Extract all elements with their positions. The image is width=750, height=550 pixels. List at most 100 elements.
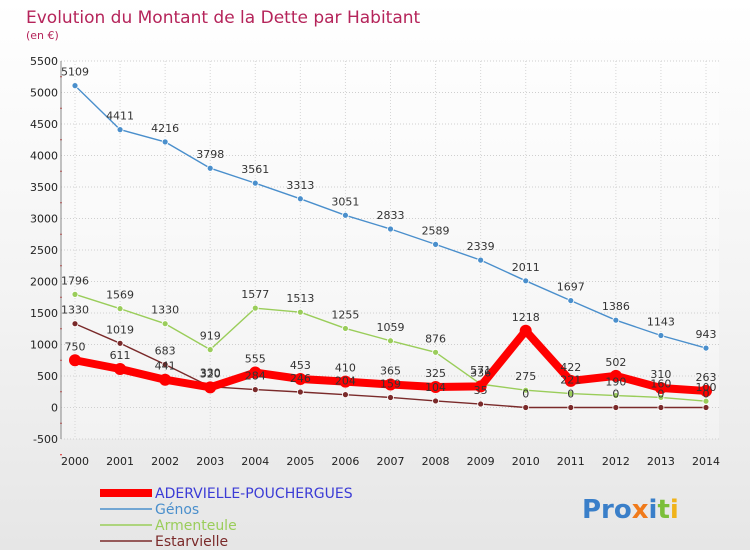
data-point (702, 404, 710, 411)
data-label: 2339 (467, 240, 495, 253)
data-point (71, 290, 79, 298)
y-tick-label: -500 (33, 433, 58, 446)
data-label: 330 (200, 367, 221, 380)
x-tick-label: 2005 (286, 455, 314, 468)
data-label: 0 (657, 388, 664, 401)
data-point (564, 374, 577, 387)
data-label: 325 (425, 367, 446, 380)
data-point (206, 346, 214, 354)
data-point (387, 394, 394, 401)
data-label: 190 (605, 376, 626, 389)
x-tick-label: 2008 (422, 455, 450, 468)
logo-part: t (657, 495, 669, 525)
data-point (612, 316, 620, 324)
data-label: 100 (696, 381, 717, 394)
y-tick-label: 2000 (30, 276, 58, 289)
y-tick-label: 4500 (30, 118, 58, 131)
data-point (522, 386, 530, 394)
x-tick-label: 2012 (602, 455, 630, 468)
data-point (116, 339, 124, 347)
data-label: 919 (200, 330, 221, 343)
data-label: 0 (522, 388, 529, 401)
data-label: 1218 (512, 311, 540, 324)
data-label: 221 (560, 374, 581, 387)
y-tick-label: 4000 (30, 150, 58, 163)
y-tick-label: 0 (51, 402, 58, 415)
data-label: 422 (560, 361, 581, 374)
legend: ADERVIELLE-POUCHERGUESGénosArmenteuleEst… (100, 486, 353, 550)
data-label: 5109 (61, 66, 89, 79)
data-label: 1513 (286, 292, 314, 305)
data-label: 336 (470, 366, 491, 379)
series-lines (69, 82, 712, 411)
data-label: 160 (650, 377, 671, 390)
data-label: 0 (567, 388, 574, 401)
data-point (342, 325, 349, 332)
y-tick-label: 500 (37, 370, 58, 383)
data-label: 2589 (422, 224, 450, 237)
data-label: 750 (65, 340, 86, 353)
axes: -500050010001500200025003000350040004500… (30, 55, 720, 468)
data-label: 555 (245, 353, 266, 366)
data-label: 3051 (331, 195, 359, 208)
x-tick-label: 2000 (61, 455, 89, 468)
data-point (700, 384, 712, 397)
legend-label: Armenteule (155, 518, 237, 534)
data-point (161, 361, 169, 368)
data-point (296, 308, 304, 316)
data-label: 502 (605, 356, 626, 369)
data-label: 4216 (151, 122, 179, 135)
data-label: 1019 (106, 323, 134, 336)
data-label: 611 (110, 349, 131, 362)
data-point (296, 195, 304, 203)
x-tick-label: 2006 (331, 455, 359, 468)
chart-title: Evolution du Montant de la Dette par Hab… (26, 8, 421, 28)
data-point (432, 240, 439, 248)
y-tick-label: 2500 (30, 244, 58, 257)
data-label: 876 (425, 332, 446, 345)
data-point (161, 320, 169, 328)
y-tick-label: 1500 (30, 307, 58, 320)
x-tick-label: 2002 (151, 455, 179, 468)
x-tick-label: 2001 (106, 455, 134, 468)
data-label: 1569 (106, 289, 134, 302)
x-tick-label: 2009 (467, 455, 495, 468)
x-tick-label: 2013 (647, 455, 675, 468)
data-point (519, 324, 532, 337)
data-point (251, 304, 259, 312)
data-point (296, 388, 304, 396)
data-labels: 750 611 441 320 555 453 410 365 325 336 1218 422 502… (61, 66, 717, 401)
grid (61, 60, 719, 440)
data-point (609, 369, 622, 382)
x-tick-label: 2014 (692, 455, 720, 468)
data-label: 1330 (61, 304, 89, 317)
data-point (71, 82, 79, 90)
data-label: 1386 (602, 300, 630, 313)
data-label: 1255 (331, 308, 359, 321)
data-point (429, 381, 442, 394)
data-point (159, 373, 172, 386)
data-point (384, 378, 397, 391)
logo-part: x (632, 495, 649, 525)
data-point (206, 164, 214, 172)
data-label: 4411 (106, 110, 134, 123)
data-label: 159 (380, 377, 401, 390)
data-label: 284 (245, 370, 266, 383)
data-label: 275 (515, 370, 536, 383)
data-label: 1577 (241, 288, 269, 301)
data-point (116, 126, 124, 134)
y-tick-label: 3500 (30, 181, 58, 194)
y-tick-label: 5500 (30, 55, 58, 68)
data-label: 2011 (512, 261, 540, 274)
data-label: 1330 (151, 304, 179, 317)
data-label: 683 (155, 344, 176, 357)
x-tick-label: 2010 (512, 455, 540, 468)
legend-label: Génos (155, 502, 199, 518)
data-point (477, 400, 485, 408)
data-point (249, 366, 262, 379)
data-point (474, 380, 487, 393)
x-tick-label: 2003 (196, 455, 224, 468)
legend-label: ADERVIELLE-POUCHERGUES (155, 486, 353, 502)
data-label: 35 (474, 384, 488, 397)
